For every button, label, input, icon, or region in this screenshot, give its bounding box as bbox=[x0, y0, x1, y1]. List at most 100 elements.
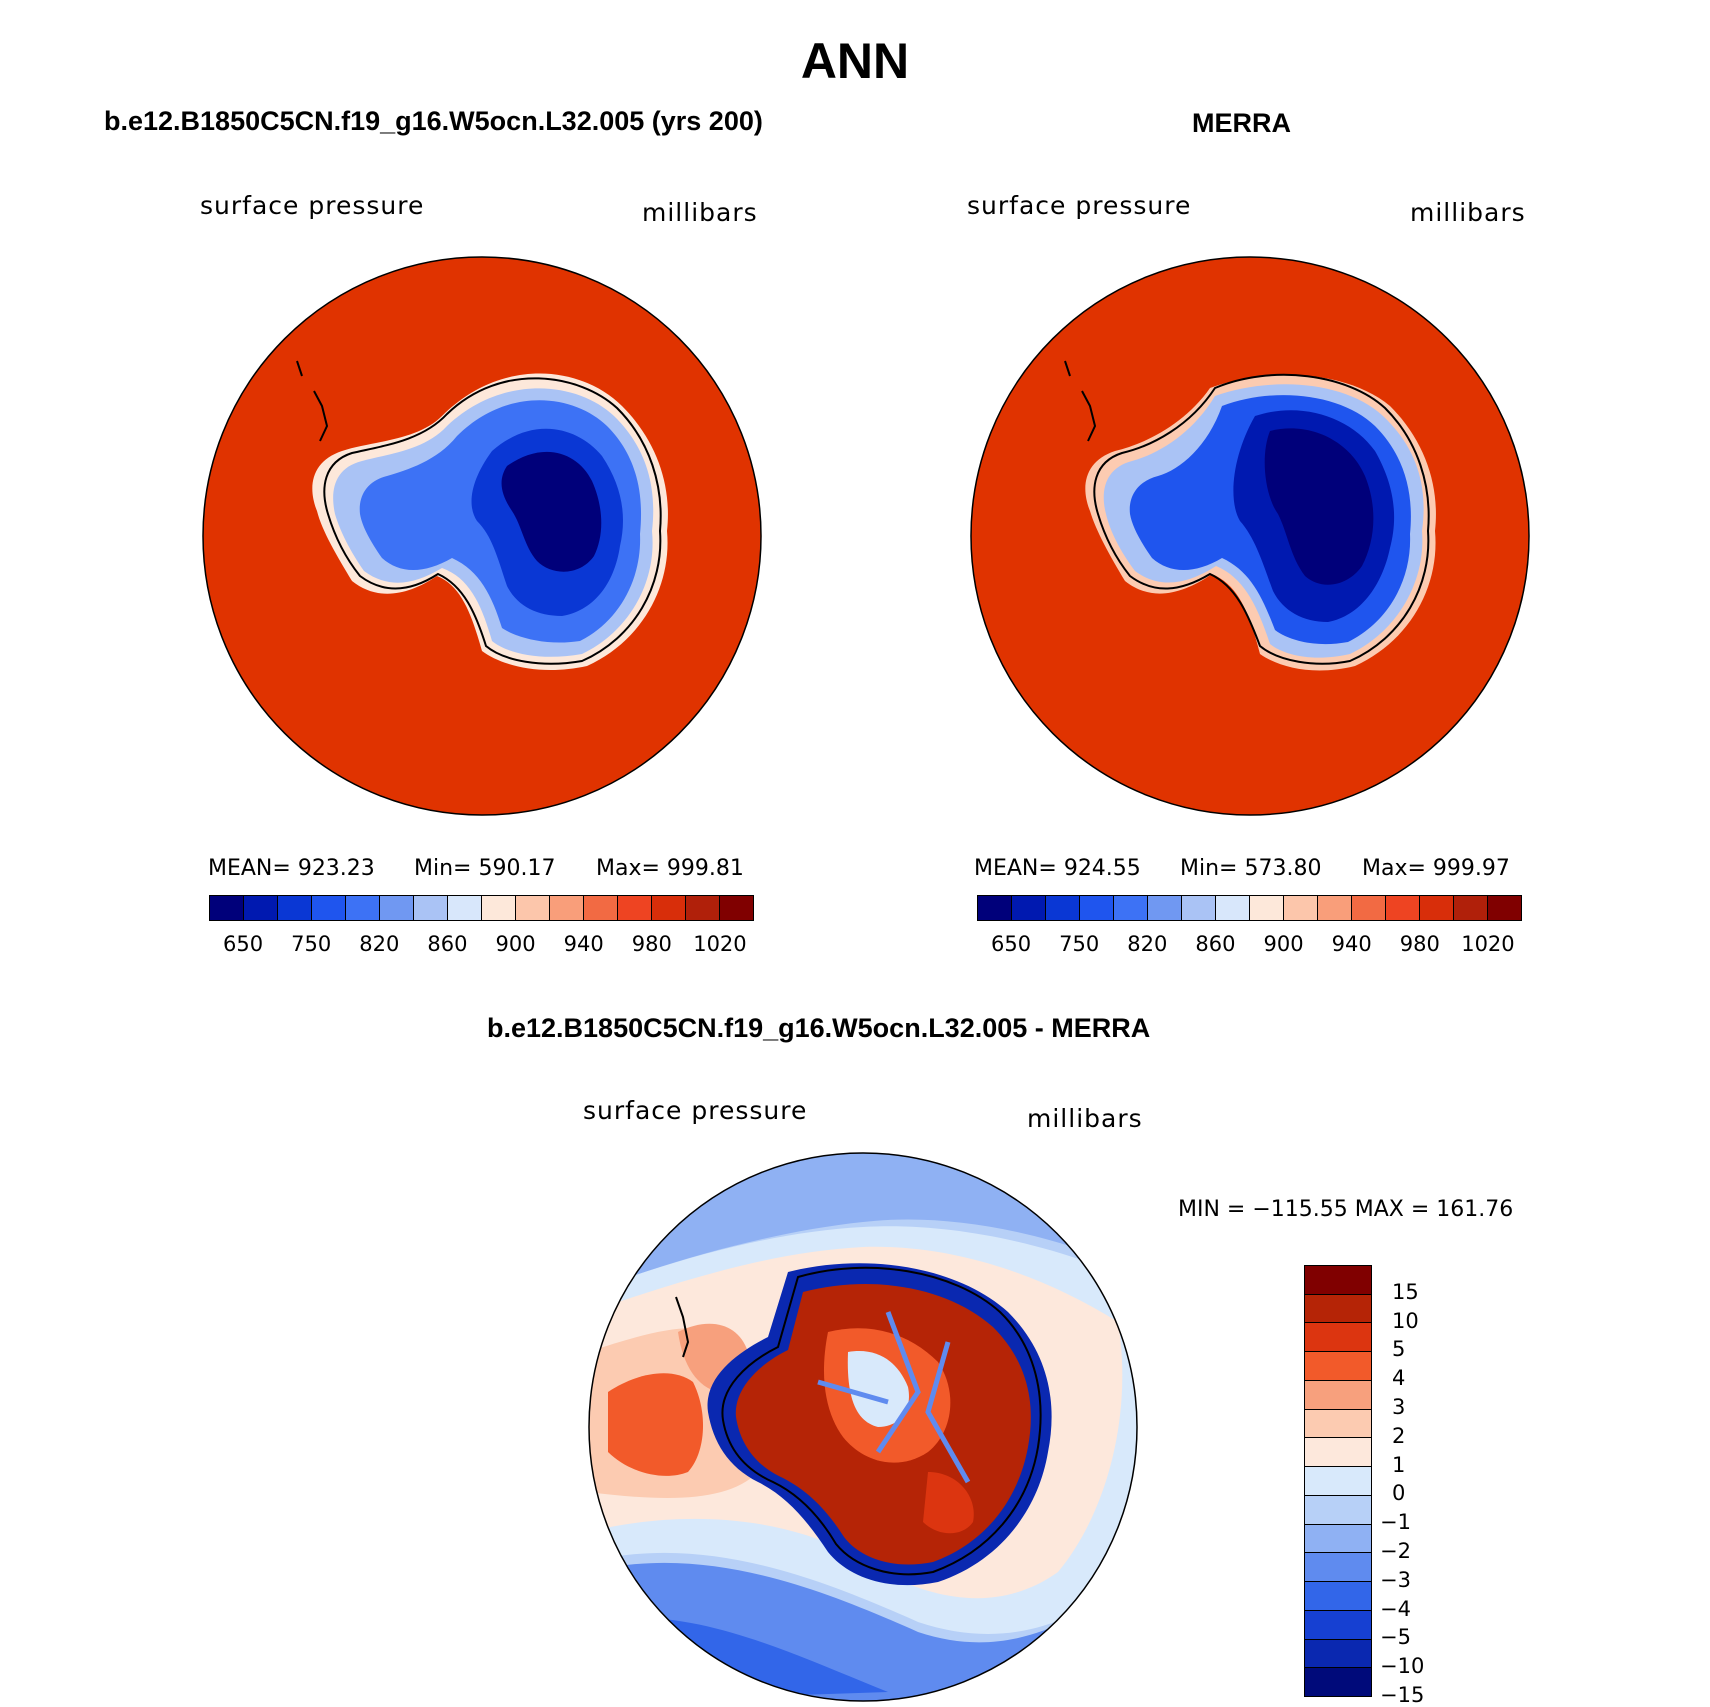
colorbar-swatch bbox=[1284, 896, 1318, 920]
colorbar-swatch bbox=[380, 896, 414, 920]
colorbar-swatch bbox=[1305, 1438, 1371, 1468]
colorbar-swatch bbox=[1305, 1668, 1371, 1697]
colorbar-swatch bbox=[1420, 896, 1454, 920]
colorbar-tick-label: 860 bbox=[1195, 932, 1236, 956]
colorbar-tick-label: −4 bbox=[1380, 1596, 1411, 1621]
colorbar-swatch bbox=[1182, 896, 1216, 920]
colorbar-tick-label: 5 bbox=[1392, 1337, 1406, 1362]
colorbar-swatch bbox=[1012, 896, 1046, 920]
colorbar-swatch bbox=[1046, 896, 1080, 920]
colorbar-tick-label: 4 bbox=[1392, 1366, 1406, 1391]
right-max-stat: Max= 999.97 bbox=[1362, 856, 1510, 881]
right-panel-title: MERRA bbox=[1192, 108, 1291, 138]
left-polar-map bbox=[202, 256, 762, 816]
colorbar-swatch bbox=[1114, 896, 1148, 920]
colorbar-swatch bbox=[516, 896, 550, 920]
right-polar-map bbox=[970, 256, 1530, 816]
colorbar-swatch bbox=[1216, 896, 1250, 920]
colorbar-swatch bbox=[1318, 896, 1352, 920]
colorbar-swatch bbox=[652, 896, 686, 920]
colorbar-tick-label: −3 bbox=[1380, 1567, 1411, 1592]
colorbar-swatch bbox=[1305, 1524, 1371, 1554]
colorbar-swatch bbox=[1305, 1582, 1371, 1611]
colorbar-swatch bbox=[1305, 1409, 1371, 1439]
colorbar-tick-label: −5 bbox=[1380, 1625, 1411, 1650]
difference-polar-map bbox=[588, 1152, 1138, 1702]
colorbar-swatch bbox=[482, 896, 516, 920]
colorbar-tick-label: 820 bbox=[1127, 932, 1168, 956]
colorbar-swatch bbox=[686, 896, 720, 920]
colorbar-swatch bbox=[414, 896, 448, 920]
colorbar-swatch bbox=[1352, 896, 1386, 920]
colorbar-tick-label: 980 bbox=[631, 932, 672, 956]
diff-colorbar bbox=[1304, 1265, 1372, 1697]
colorbar-swatch bbox=[1250, 896, 1284, 920]
colorbar-swatch bbox=[1305, 1467, 1371, 1496]
colorbar-swatch bbox=[210, 896, 244, 920]
colorbar-swatch bbox=[1305, 1294, 1371, 1324]
colorbar-tick-label: −2 bbox=[1380, 1539, 1411, 1563]
colorbar-tick-label: 940 bbox=[563, 932, 604, 956]
colorbar-tick-label: −15 bbox=[1380, 1683, 1425, 1707]
colorbar-swatch bbox=[1305, 1266, 1371, 1295]
left-panel-title: b.e12.B1850C5CN.f19_g16.W5ocn.L32.005 (y… bbox=[104, 106, 763, 136]
colorbar-swatch bbox=[1305, 1380, 1371, 1410]
left-antarctica-coastline bbox=[296, 360, 662, 665]
colorbar-swatch bbox=[550, 896, 584, 920]
colorbar-swatch bbox=[278, 896, 312, 920]
figure-title: ANN bbox=[800, 33, 910, 89]
colorbar-swatch bbox=[1305, 1610, 1371, 1640]
colorbar-tick-label: 3 bbox=[1392, 1395, 1406, 1419]
right-colorbar-ticks: 650 750 820 860 900 940 980 1020 bbox=[0, 932, 1710, 962]
left-colorbar-ticks: 650 750 820 860 900 940 980 1020 bbox=[0, 932, 1710, 962]
colorbar-tick-label: −1 bbox=[1380, 1510, 1411, 1535]
colorbar-swatch bbox=[1454, 896, 1488, 920]
colorbar-tick-label: 900 bbox=[1263, 932, 1304, 956]
colorbar-tick-label: 900 bbox=[495, 932, 536, 956]
colorbar-tick-label: 1 bbox=[1392, 1452, 1406, 1477]
colorbar-tick-label: 650 bbox=[991, 932, 1032, 956]
colorbar-tick-label: 15 bbox=[1392, 1279, 1419, 1304]
colorbar-tick-label: 750 bbox=[291, 932, 332, 956]
right-units-label: millibars bbox=[1410, 198, 1526, 227]
colorbar-swatch bbox=[618, 896, 652, 920]
diff-panel-title: b.e12.B1850C5CN.f19_g16.W5ocn.L32.005 - … bbox=[487, 1013, 1151, 1043]
right-variable-label: surface pressure bbox=[967, 191, 1192, 220]
colorbar-tick-label: 860 bbox=[427, 932, 468, 956]
left-variable-label: surface pressure bbox=[200, 191, 425, 220]
colorbar-swatch bbox=[720, 896, 753, 920]
left-units-label: millibars bbox=[642, 198, 758, 227]
colorbar-tick-label: 1020 bbox=[693, 932, 747, 956]
colorbar-swatch bbox=[346, 896, 380, 920]
colorbar-tick-label: 750 bbox=[1059, 932, 1100, 956]
diff-antarctica-coastline bbox=[675, 1266, 1042, 1576]
colorbar-swatch bbox=[244, 896, 278, 920]
colorbar-tick-label: 650 bbox=[223, 932, 264, 956]
left-colorbar bbox=[209, 895, 754, 921]
colorbar-swatch bbox=[978, 896, 1012, 920]
colorbar-swatch bbox=[584, 896, 618, 920]
colorbar-tick-label: 1020 bbox=[1461, 932, 1515, 956]
right-mean-stat: MEAN= 924.55 bbox=[974, 856, 1141, 881]
diff-variable-label: surface pressure bbox=[583, 1096, 808, 1125]
colorbar-tick-label: 940 bbox=[1331, 932, 1372, 956]
colorbar-swatch bbox=[1305, 1323, 1371, 1353]
colorbar-swatch bbox=[448, 896, 482, 920]
colorbar-swatch bbox=[1386, 896, 1420, 920]
diff-minmax-stat: MIN = −115.55 MAX = 161.76 bbox=[1178, 1197, 1514, 1222]
colorbar-tick-label: 980 bbox=[1399, 932, 1440, 956]
colorbar-swatch bbox=[1305, 1639, 1371, 1669]
colorbar-tick-label: 2 bbox=[1392, 1423, 1406, 1448]
left-min-stat: Min= 590.17 bbox=[414, 856, 556, 881]
colorbar-swatch bbox=[1305, 1495, 1371, 1525]
colorbar-tick-label: 820 bbox=[359, 932, 400, 956]
right-min-stat: Min= 573.80 bbox=[1180, 856, 1322, 881]
right-antarctica-shading bbox=[1085, 374, 1436, 671]
left-mean-stat: MEAN= 923.23 bbox=[208, 856, 375, 881]
right-colorbar bbox=[977, 895, 1522, 921]
colorbar-swatch bbox=[1305, 1352, 1371, 1381]
colorbar-swatch bbox=[1488, 896, 1521, 920]
diff-units-label: millibars bbox=[1027, 1104, 1143, 1133]
left-antarctica-shading bbox=[312, 373, 668, 671]
left-max-stat: Max= 999.81 bbox=[596, 856, 744, 881]
